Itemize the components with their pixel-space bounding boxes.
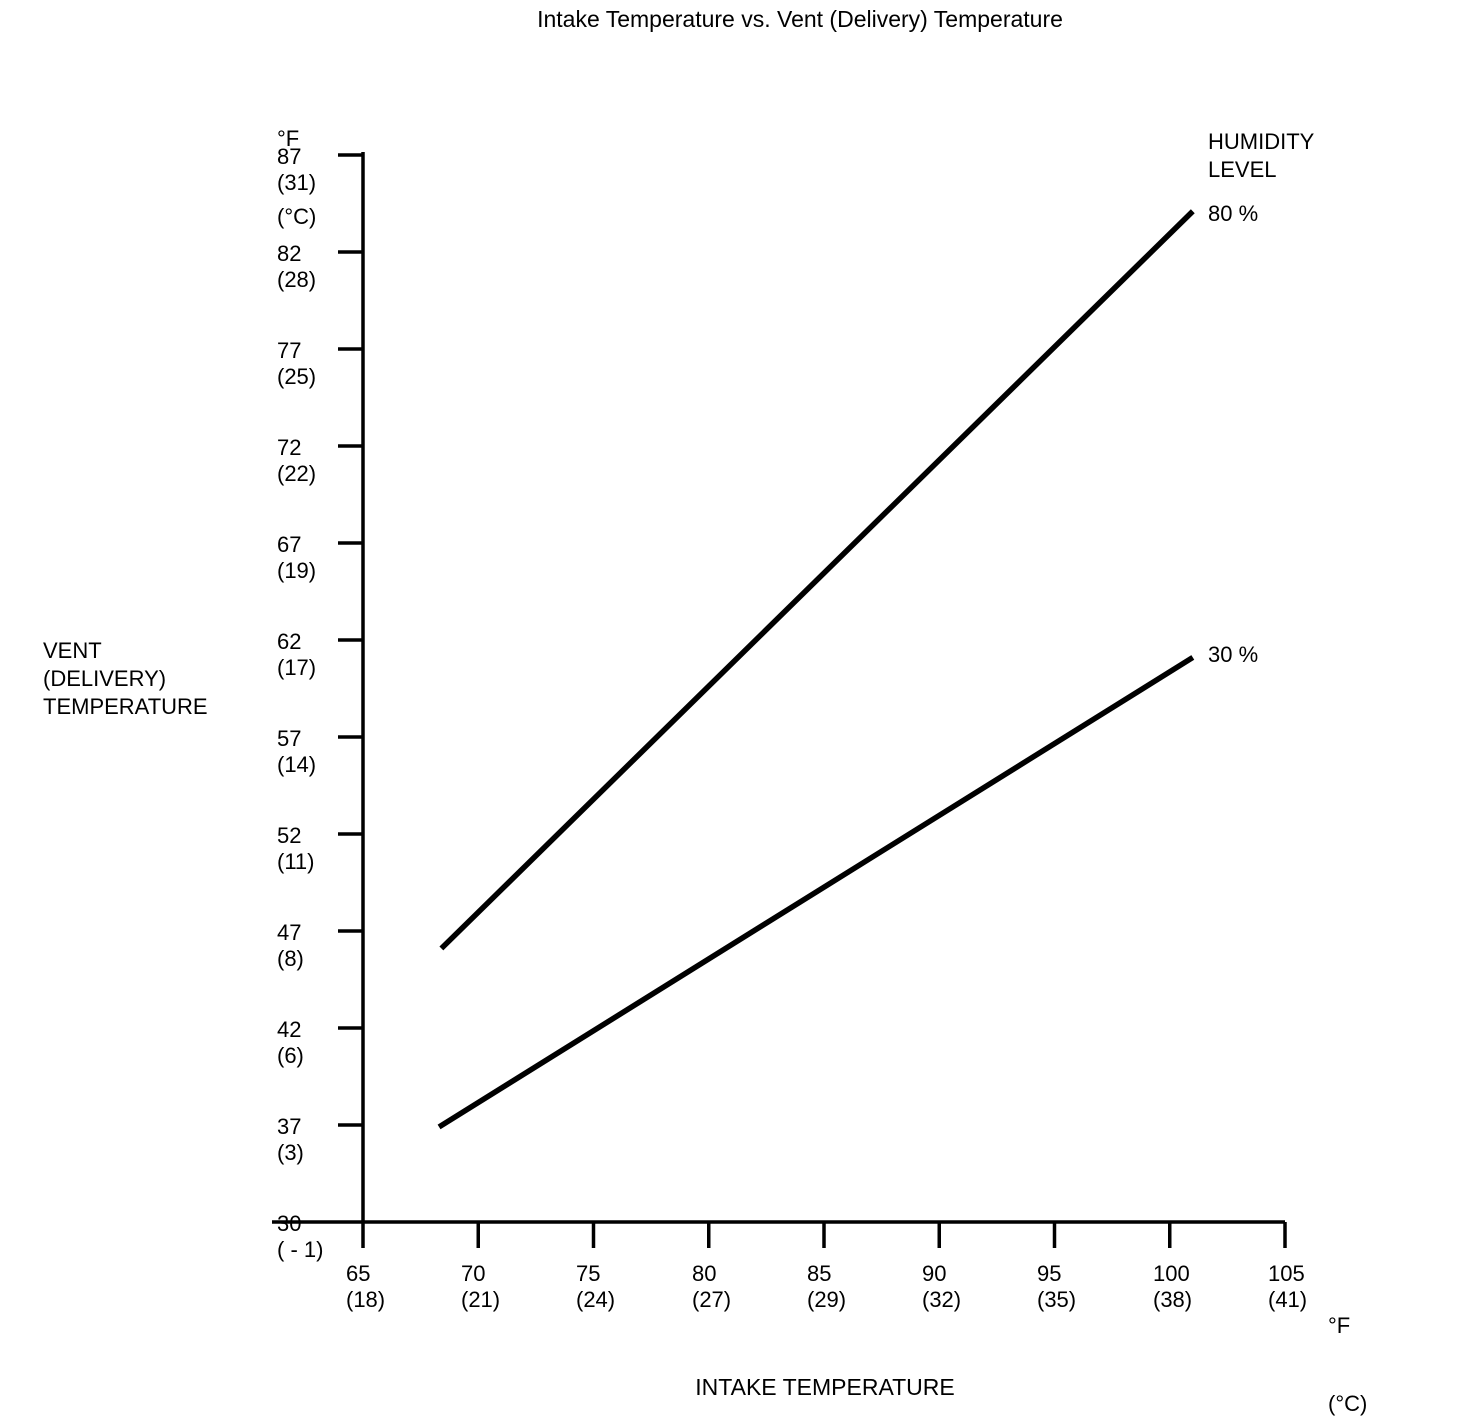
y-tick-f: 37 [277, 1114, 302, 1139]
y-tick-72: 72 (22) [277, 435, 316, 487]
x-tick-70: 70 (21) [461, 1261, 500, 1313]
x-axis-unit-f: °F [1328, 1313, 1351, 1338]
y-tick-c: (19) [277, 558, 317, 583]
x-tick-75: 75 (24) [576, 1261, 615, 1313]
x-tick-f: 100 [1153, 1261, 1190, 1286]
y-axis-title-line: TEMPERATURE [43, 694, 208, 719]
y-axis-title-line: (DELIVERY) [43, 666, 167, 691]
x-tick-c: (41) [1268, 1287, 1308, 1312]
legend-title-line: LEVEL [1208, 157, 1277, 182]
x-axis-unit-c: (°C) [1328, 1391, 1368, 1416]
y-tick-37: 37 (3) [277, 1114, 304, 1166]
x-tick-f: 85 [807, 1261, 832, 1286]
x-tick-c: (35) [1037, 1287, 1077, 1312]
y-tick-c: (3) [277, 1140, 304, 1165]
y-tick-77: 77 (25) [277, 338, 316, 390]
y-axis-title: VENT (DELIVERY) TEMPERATURE [43, 637, 208, 721]
y-tick-c: (14) [277, 752, 317, 777]
x-tick-85: 85 (29) [807, 1261, 846, 1313]
series-line-30-percent [437, 655, 1195, 1130]
x-tick-105: 105 (41) [1268, 1261, 1307, 1313]
x-tick-f: 65 [346, 1261, 371, 1286]
y-tick-c: (11) [277, 849, 315, 874]
y-tick-c: (6) [277, 1043, 304, 1068]
y-tick-62: 62 (17) [277, 629, 316, 681]
y-tick-47: 47 (8) [277, 920, 304, 972]
x-tick-f: 90 [922, 1261, 947, 1286]
y-tick-30: 30( - 1) [277, 1211, 323, 1263]
y-tick-c: (8) [277, 946, 304, 971]
y-tick-c: (25) [277, 364, 317, 389]
y-tick-87: 87 (31) [277, 144, 316, 196]
x-tick-c: (27) [692, 1287, 732, 1312]
x-tick-100: 100 (38) [1153, 1261, 1192, 1313]
y-axis-title-line: VENT [43, 638, 102, 663]
x-tick-90: 90 (32) [922, 1261, 961, 1313]
x-tick-c: (18) [346, 1287, 386, 1312]
series-line-80-percent [439, 209, 1195, 951]
chart-title: Intake Temperature vs. Vent (Delivery) T… [537, 6, 1063, 32]
y-axis-unit: °F (°C) [277, 74, 316, 282]
x-tick-c: (32) [922, 1287, 962, 1312]
legend-label-80-percent: 80 % [1208, 201, 1259, 226]
y-tick-f: 57 [277, 726, 302, 751]
x-axis-title: INTAKE TEMPERATURE [695, 1374, 955, 1400]
y-axis-unit-f: °F [277, 126, 300, 151]
y-tick-f: 47 [277, 920, 302, 945]
y-tick-c: (31) [277, 170, 317, 195]
y-tick-c: (28) [277, 267, 317, 292]
y-tick-f: 67 [277, 532, 302, 557]
y-tick-42: 42 (6) [277, 1017, 304, 1069]
x-axis-unit: °F (°C) [1328, 1261, 1367, 1424]
y-axis-unit-c: (°C) [277, 204, 317, 229]
y-tick-f: 42 [277, 1017, 302, 1042]
x-tick-f: 105 [1268, 1261, 1305, 1286]
y-tick-f: 72 [277, 435, 302, 460]
x-tick-f: 80 [692, 1261, 717, 1286]
x-tick-95: 95 (35) [1037, 1261, 1076, 1313]
y-tick-57: 57 (14) [277, 726, 316, 778]
y-tick-f: 77 [277, 338, 302, 363]
legend-label-30-percent: 30 % [1208, 642, 1259, 667]
x-tick-f: 75 [576, 1261, 601, 1286]
x-tick-f: 95 [1037, 1261, 1062, 1286]
y-tick-f: 87 [277, 144, 302, 169]
x-tick-c: (21) [461, 1287, 501, 1312]
legend-title-line: HUMIDITY [1208, 129, 1315, 154]
y-tick-c: (22) [277, 461, 317, 486]
x-tick-65: 65 (18) [346, 1261, 385, 1313]
x-tick-c: (24) [576, 1287, 616, 1312]
y-tick-c: (17) [277, 655, 317, 680]
y-tick-f: 82 [277, 241, 302, 266]
x-tick-80: 80 (27) [692, 1261, 731, 1313]
legend-title: HUMIDITY LEVEL [1208, 128, 1314, 184]
y-tick-82: 82 (28) [277, 241, 316, 293]
x-tick-f: 70 [461, 1261, 486, 1286]
y-tick-c: ( - 1) [277, 1237, 324, 1262]
x-tick-c: (38) [1153, 1287, 1193, 1312]
y-tick-52: 52 (11) [277, 823, 315, 875]
x-tick-c: (29) [807, 1287, 847, 1312]
y-tick-f: 62 [277, 629, 302, 654]
y-tick-67: 67 (19) [277, 532, 316, 584]
y-tick-f: 52 [277, 823, 302, 848]
